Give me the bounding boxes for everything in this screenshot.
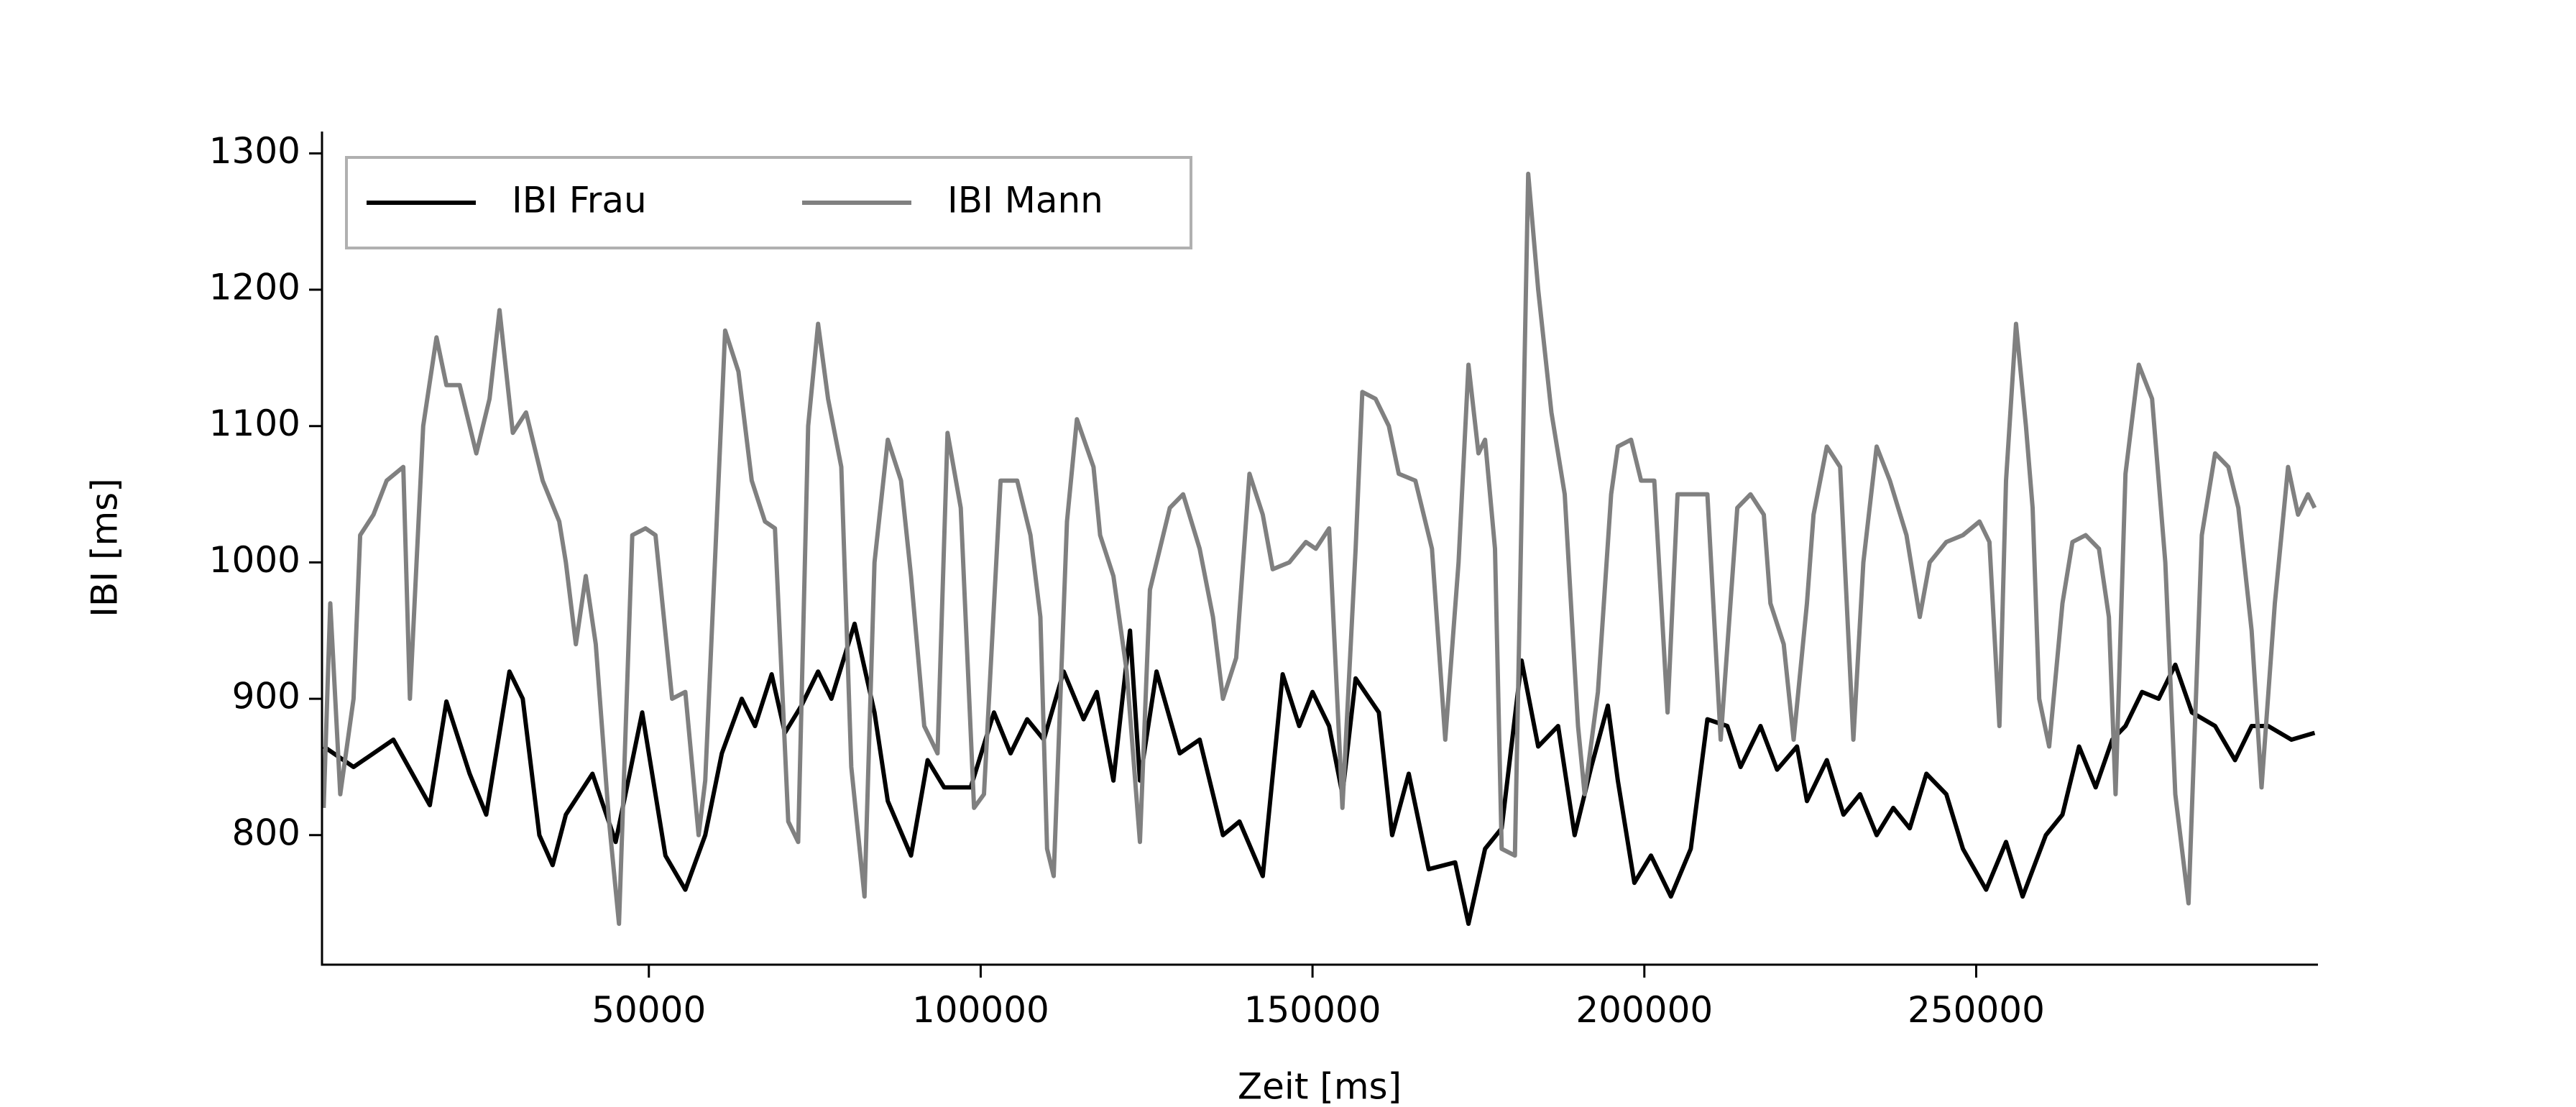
y-axis-label: IBI [ms] [84, 478, 126, 617]
y-tick-label: 1100 [209, 403, 300, 444]
y-tick-label: 1000 [209, 539, 300, 581]
legend-label: IBI Mann [947, 180, 1103, 221]
legend-label: IBI Frau [512, 180, 647, 221]
data-line [322, 621, 2316, 927]
y-tick-label: 1300 [209, 130, 300, 172]
data-line [322, 171, 2317, 927]
x-tick-label: 250000 [1908, 989, 2045, 1031]
x-tick-label: 150000 [1244, 989, 1381, 1031]
x-tick-label: 100000 [912, 989, 1049, 1031]
y-tick-label: 1200 [209, 267, 300, 308]
legend-box [345, 156, 1192, 249]
x-tick-label: 50000 [592, 989, 706, 1031]
x-tick-label: 200000 [1576, 989, 1713, 1031]
x-axis-label: Zeit [ms] [1238, 1066, 1402, 1105]
y-tick-label: 800 [232, 812, 300, 853]
y-tick-label: 900 [232, 676, 300, 717]
